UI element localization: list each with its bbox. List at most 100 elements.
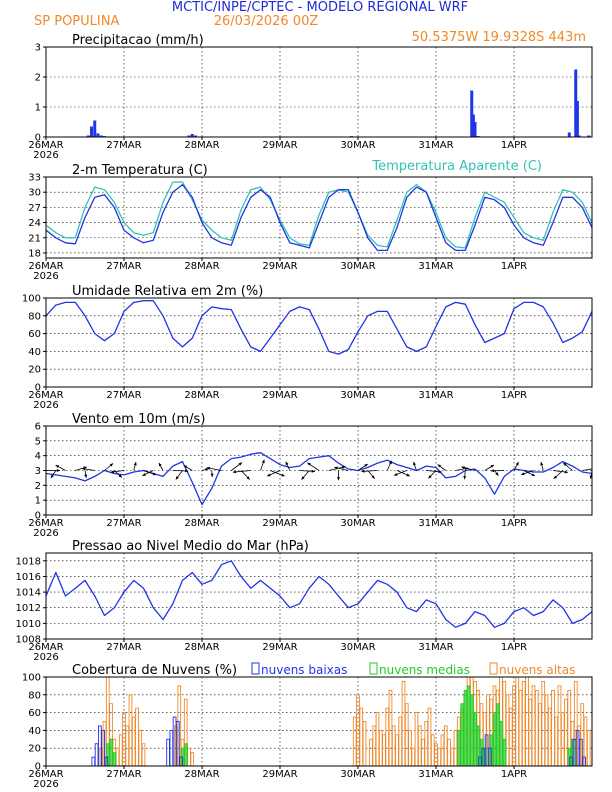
cloud-bar-nuvens-altas [489, 698, 494, 766]
wind-arrow-head [563, 462, 567, 467]
y-tick-label: 0 [35, 133, 41, 144]
cloud-bar-nuvens-altas [528, 698, 533, 766]
cloud-bar-nuvens-altas [135, 707, 139, 766]
cloud-bar-nuvens-medias [109, 738, 114, 766]
wind-arrow-head [490, 469, 495, 473]
y-tick-label: 60 [28, 708, 41, 719]
cloud-bar-nuvens-altas [554, 716, 559, 766]
series-line-pressao [46, 560, 592, 628]
x-tick-label: 27MAR [106, 769, 141, 780]
cloud-bar-nuvens-altas [508, 707, 513, 766]
x-tick-label: 30MAR [340, 140, 375, 151]
legend-label: nuvens altas [499, 663, 575, 677]
x-tick-label: 30MAR [340, 642, 375, 653]
panel-title: Umidade Relativa em 2m (%) [72, 284, 263, 299]
cloud-bar-nuvens-altas [518, 689, 523, 766]
cloud-bar-nuvens-altas [408, 729, 412, 766]
panel-title: Precipitacao (mm/h) [72, 33, 204, 48]
y-tick-label: 1014 [16, 588, 41, 599]
cloud-bar-nuvens-altas [115, 747, 120, 766]
cloud-bar-nuvens-medias [184, 743, 188, 766]
wind-arrow-head [56, 469, 60, 472]
cloud-bar-nuvens-altas [541, 681, 546, 766]
x-tick-year: 2026 [33, 150, 58, 161]
wind-arrow-head [437, 464, 441, 468]
cloud-bar-nuvens-altas [138, 729, 143, 766]
x-tick-label: 29MAR [262, 140, 297, 151]
cloud-bar-nuvens-altas [131, 716, 136, 766]
cloud-bar-nuvens-baixas [166, 738, 170, 766]
y-tick-label: 24 [28, 218, 41, 229]
precip-bar [471, 114, 475, 137]
wind-arrow-head [361, 469, 365, 473]
wind-arrow-head [438, 470, 442, 474]
cloud-bar-nuvens-altas [434, 743, 438, 766]
y-tick-label: 27 [28, 203, 41, 214]
x-tick-label: 28MAR [184, 642, 219, 653]
header-coords: 50.5375W 19.9328S 443m [412, 30, 586, 45]
y-tick-label: 1008 [16, 635, 41, 646]
series-group [46, 300, 592, 355]
cloud-bar-nuvens-altas [534, 689, 539, 766]
y-tick-label: 18 [28, 248, 41, 259]
cloud-bar-nuvens-altas [421, 738, 425, 766]
cloud-bar-nuvens-baixas [481, 747, 486, 766]
cloud-bar-nuvens-altas [450, 747, 455, 766]
cloud-bar-nuvens-altas [398, 716, 403, 766]
y-tick-label: 2 [35, 73, 41, 84]
cloud-bar-nuvens-altas [118, 734, 123, 766]
series-group [91, 677, 591, 766]
y-tick-label: 80 [28, 311, 41, 322]
panel-title: Pressao ao Nivel Medio do Mar (hPa) [72, 539, 309, 554]
series-line-vento [46, 452, 592, 506]
y-tick-label: 100 [22, 294, 41, 305]
wind-arrow-head [311, 469, 315, 473]
x-tick-year: 2026 [33, 528, 58, 539]
x-tick-year: 2026 [33, 400, 58, 411]
wind-arrow-head [589, 475, 592, 479]
cloud-bar-nuvens-altas [577, 725, 581, 766]
wind-arrow-head [267, 473, 271, 477]
legend-swatch [251, 662, 260, 675]
panel-frame [45, 176, 593, 259]
y-tick-label: 20 [28, 365, 41, 376]
x-tick-label: 29MAR [262, 518, 297, 529]
panel-title: 2-m Temperatura (C) [72, 163, 208, 178]
precip-bar [575, 101, 579, 137]
cloud-bar-nuvens-medias [492, 712, 497, 766]
wind-arrow-head [206, 466, 211, 470]
y-tick-label: 6 [35, 422, 41, 433]
wind-arrow-head [413, 461, 416, 466]
cloud-bar-nuvens-altas [391, 725, 396, 766]
wind-arrow-head [388, 460, 392, 465]
x-tick-label: 26MAR [28, 390, 63, 401]
wind-arrow-head [285, 461, 289, 466]
cloud-bar-nuvens-altas [414, 712, 419, 766]
x-tick-label: 1APR [501, 140, 527, 151]
wind-arrow-head [342, 465, 346, 469]
cloud-bar-nuvens-altas [183, 698, 188, 766]
precip-bar [577, 135, 581, 137]
precip-bar [93, 120, 97, 137]
wind-arrow [582, 468, 592, 471]
wind-arrow-head [281, 473, 285, 477]
cloud-bar-nuvens-medias [502, 738, 507, 766]
cloud-bar-nuvens-altas [417, 725, 422, 766]
header-run: 26/03/2026 00Z [214, 14, 319, 29]
y-tick-label: 1 [35, 496, 41, 507]
precip-bar [187, 135, 191, 137]
x-tick-label: 1APR [501, 518, 527, 529]
wind-arrow-head [301, 476, 305, 480]
wind-arrow-head [564, 470, 568, 474]
x-tick-label: 31MAR [418, 390, 453, 401]
precip-bar [90, 126, 93, 137]
wind-arrow-head [110, 470, 114, 474]
cloud-bar-nuvens-altas [404, 703, 409, 766]
wind-arrow-head [371, 475, 375, 479]
panel-title: Cobertura de Nuvens (%) [72, 663, 237, 678]
y-tick-label: 21 [28, 233, 41, 244]
x-tick-label: 28MAR [184, 518, 219, 529]
